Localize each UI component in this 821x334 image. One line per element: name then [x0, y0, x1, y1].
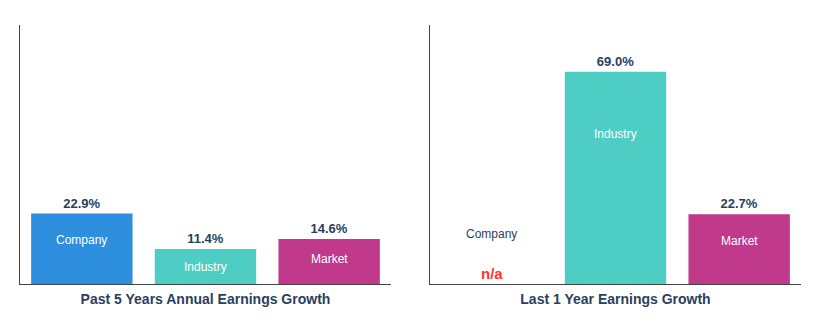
svg-text:14.6%: 14.6%	[310, 221, 347, 236]
svg-text:Company: Company	[466, 227, 517, 241]
svg-text:Industry: Industry	[184, 260, 227, 274]
svg-text:Past 5 Years Annual Earnings G: Past 5 Years Annual Earnings Growth	[81, 291, 331, 307]
svg-text:Market: Market	[721, 234, 758, 248]
svg-text:Industry: Industry	[594, 127, 637, 141]
svg-text:22.9%: 22.9%	[63, 196, 100, 211]
svg-text:11.4%: 11.4%	[187, 231, 224, 246]
svg-text:22.7%: 22.7%	[721, 196, 758, 211]
svg-text:n/a: n/a	[481, 265, 503, 282]
svg-text:Company: Company	[56, 233, 107, 247]
svg-text:Last 1 Year Earnings Growth: Last 1 Year Earnings Growth	[520, 291, 710, 307]
svg-text:Market: Market	[311, 252, 348, 266]
svg-text:69.0%: 69.0%	[597, 54, 634, 69]
